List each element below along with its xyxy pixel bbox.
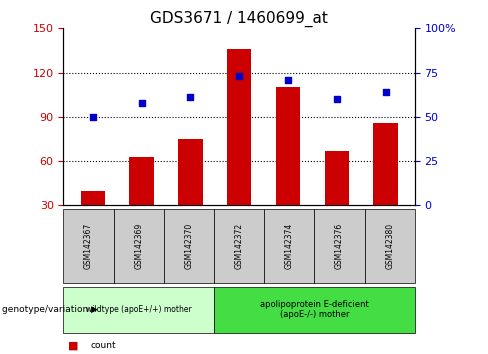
Bar bbox=[129, 156, 154, 205]
Point bbox=[284, 77, 292, 82]
Bar bbox=[81, 190, 105, 205]
Point bbox=[382, 89, 389, 95]
Point bbox=[89, 114, 97, 120]
Text: GSM142369: GSM142369 bbox=[134, 223, 143, 269]
Text: count: count bbox=[90, 341, 116, 350]
Title: GDS3671 / 1460699_at: GDS3671 / 1460699_at bbox=[150, 11, 328, 27]
Bar bbox=[373, 123, 398, 205]
Text: GSM142370: GSM142370 bbox=[184, 223, 193, 269]
Bar bbox=[227, 49, 251, 205]
Text: GSM142367: GSM142367 bbox=[84, 223, 93, 269]
Text: GSM142374: GSM142374 bbox=[285, 223, 294, 269]
Bar bbox=[325, 151, 349, 205]
Text: GSM142372: GSM142372 bbox=[235, 223, 244, 269]
Text: apolipoprotein E-deficient
(apoE-/-) mother: apolipoprotein E-deficient (apoE-/-) mot… bbox=[260, 300, 369, 319]
Text: ■: ■ bbox=[68, 340, 79, 350]
Point bbox=[235, 73, 243, 79]
Point bbox=[186, 95, 194, 100]
Text: GSM142376: GSM142376 bbox=[335, 223, 344, 269]
Text: genotype/variation ▶: genotype/variation ▶ bbox=[2, 305, 99, 314]
Bar bbox=[178, 139, 203, 205]
Point bbox=[138, 100, 145, 105]
Point bbox=[333, 96, 341, 102]
Text: wildtype (apoE+/+) mother: wildtype (apoE+/+) mother bbox=[86, 305, 192, 314]
Bar bbox=[276, 87, 300, 205]
Text: GSM142380: GSM142380 bbox=[385, 223, 394, 269]
